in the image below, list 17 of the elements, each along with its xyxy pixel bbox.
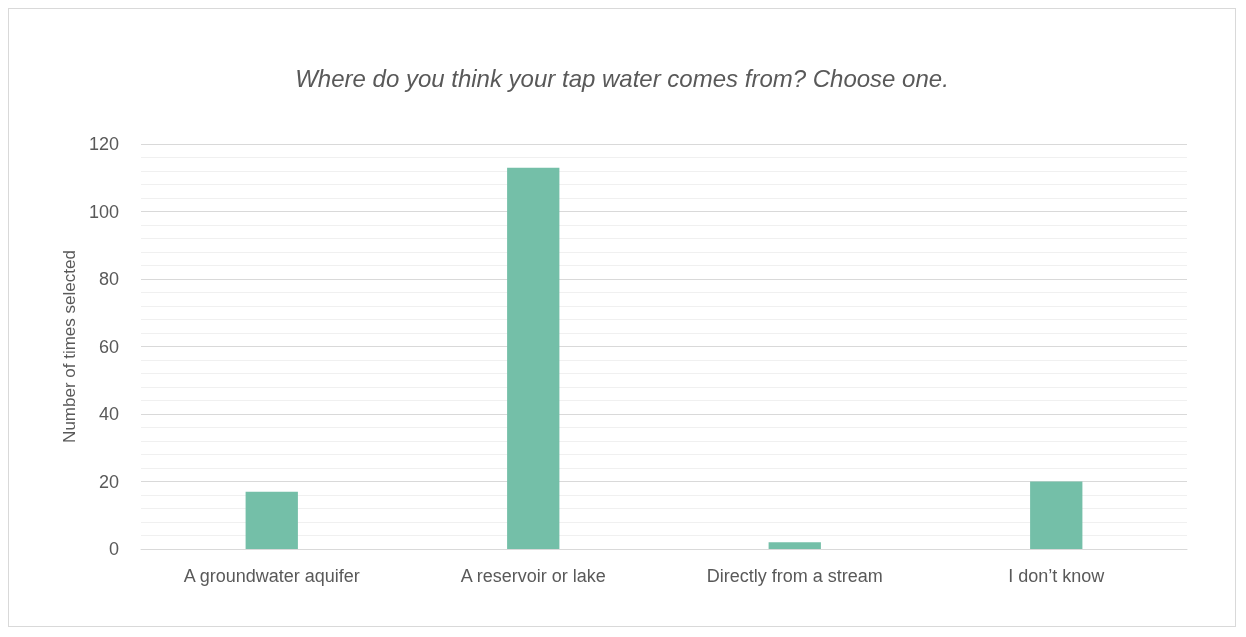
bar: [1030, 481, 1083, 549]
x-tick-label: A reservoir or lake: [460, 566, 606, 586]
y-tick-label: 0: [108, 539, 119, 559]
y-tick-label: 120: [88, 134, 119, 154]
x-tick-label: A groundwater aquifer: [183, 566, 360, 586]
y-tick-label: 60: [98, 336, 119, 357]
y-axis-title: Number of times selected: [60, 250, 80, 443]
y-tick-label: 80: [98, 269, 119, 289]
chart-title: Where do you think your tap water comes from? Choose one.: [295, 64, 949, 92]
y-tick-label: 40: [98, 404, 119, 424]
bar: [768, 542, 821, 549]
bar: [507, 167, 560, 549]
x-tick-label: Directly from a stream: [706, 566, 883, 586]
x-tick-label: I don’t know: [1008, 566, 1106, 586]
y-tick-label: 100: [88, 201, 119, 222]
bar: [245, 491, 298, 549]
y-tick-label: 20: [98, 471, 119, 492]
